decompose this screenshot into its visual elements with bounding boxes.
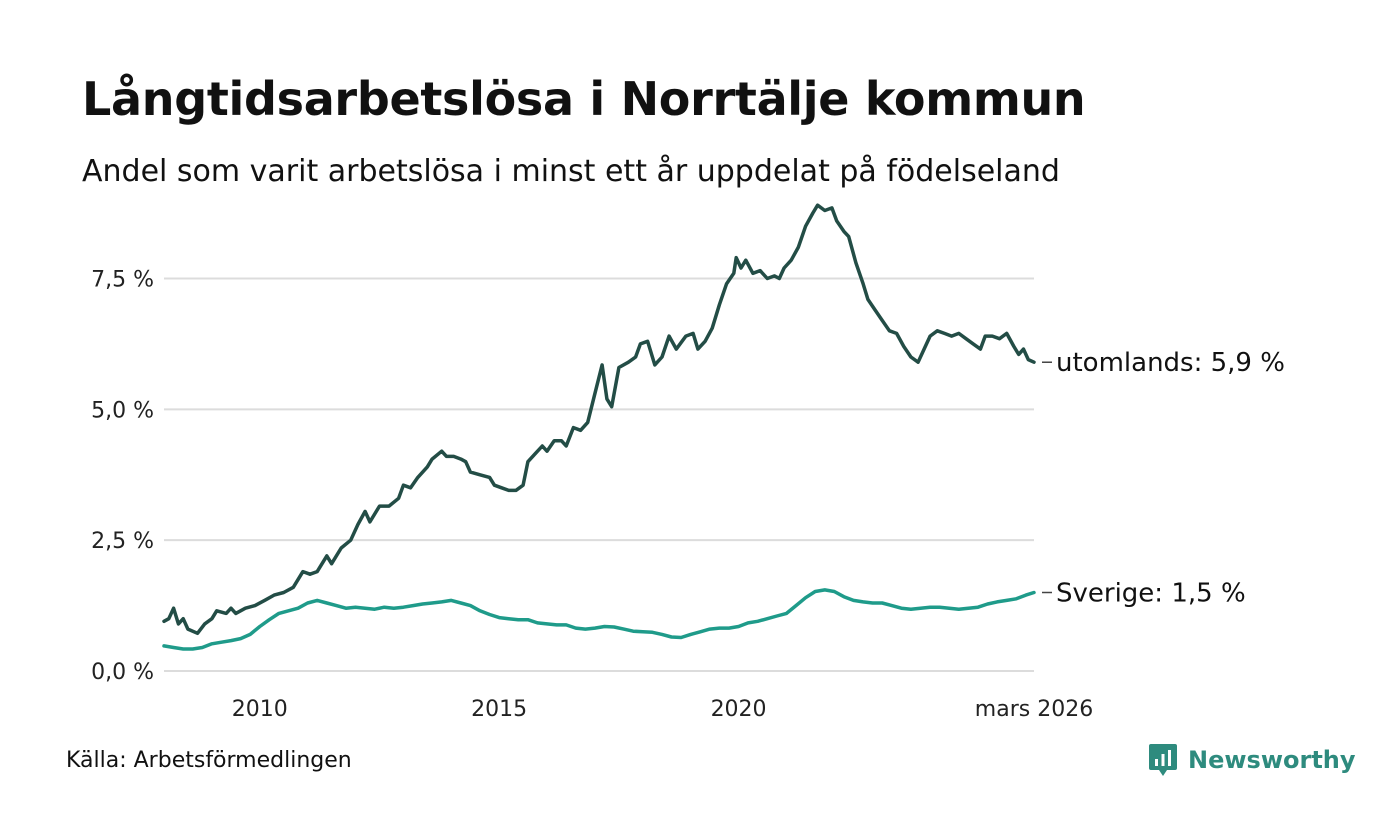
series-end-label: utomlands: 5,9 % [1056, 348, 1285, 378]
x-tick-label: mars 2026 [975, 697, 1093, 722]
chart-title: Långtidsarbetslösa i Norrtälje kommun [82, 72, 1086, 126]
series-lines [162, 203, 1036, 651]
source-note: Källa: Arbetsförmedlingen [66, 748, 352, 773]
y-axis-ticks: 0,0 % 2,5 % 5,0 % 7,5 % [91, 268, 154, 686]
series-end-label: Sverige: 1,5 % [1056, 579, 1246, 609]
x-tick-label: 2015 [471, 697, 527, 722]
y-tick-label: 5,0 % [91, 398, 154, 423]
grid-lines [164, 277, 1034, 672]
y-tick-label: 0,0 % [91, 660, 154, 685]
brand-name: Newsworthy [1188, 746, 1356, 774]
newsworthy-logo-icon [1149, 744, 1177, 776]
x-axis-ticks: 2010 2015 2020 mars 2026 [232, 697, 1093, 722]
series-end-labels: utomlands: 5,9 % Sverige: 1,5 % [1042, 348, 1285, 609]
brand-logo: Newsworthy [1148, 742, 1356, 778]
line-chart: 0,0 % 2,5 % 5,0 % 7,5 % 2010 2015 2020 mars 20… [91, 203, 1285, 722]
x-tick-label: 2020 [711, 697, 767, 722]
y-tick-label: 2,5 % [91, 529, 154, 554]
y-tick-label: 7,5 % [91, 268, 154, 293]
series-line-utomlands [162, 203, 1036, 636]
x-tick-label: 2010 [232, 697, 288, 722]
series-line-sverige [162, 588, 1036, 651]
chart-subtitle: Andel som varit arbetslösa i minst ett å… [82, 154, 1060, 189]
